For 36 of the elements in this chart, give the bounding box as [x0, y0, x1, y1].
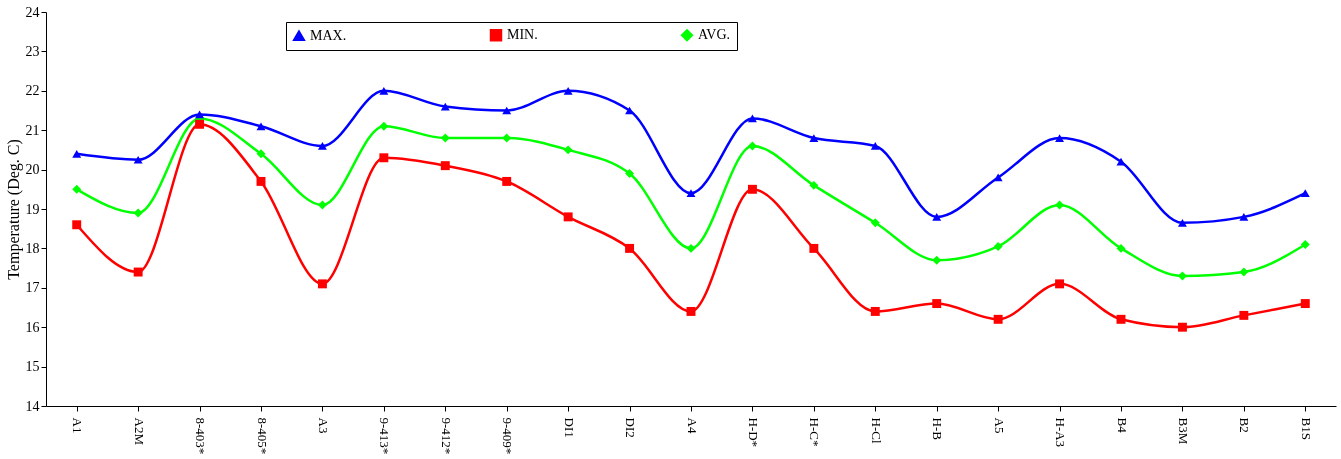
x-tick-label: B2: [1237, 417, 1253, 433]
y-tick-label: 21: [25, 122, 40, 138]
x-tick-label: H-D*: [745, 417, 761, 448]
y-tick-label: 14: [25, 398, 40, 414]
x-tick-label: A4: [684, 417, 700, 434]
y-tick-label: 20: [25, 162, 40, 178]
x-tick-label: H-A3: [1053, 417, 1069, 448]
x-tick-label: B3M: [1175, 417, 1191, 445]
x-tick-label: 9-413*: [377, 417, 393, 455]
y-tick-label: 23: [25, 43, 40, 59]
x-tick-label: DI2: [623, 417, 639, 438]
x-tick-label: B4: [1114, 417, 1130, 434]
y-axis-title: Temperature (Deg. C): [4, 139, 23, 280]
legend-label: MIN.: [507, 27, 538, 43]
legend-label: MAX.: [310, 27, 347, 43]
y-tick-label: 18: [25, 240, 40, 256]
x-tick-label: B1S: [1298, 417, 1314, 440]
y-tick-label: 19: [25, 201, 40, 217]
x-tick-label: DI1: [561, 417, 577, 438]
x-tick-label: A1: [70, 417, 86, 434]
y-tick-label: 17: [25, 280, 40, 296]
x-tick-label: A5: [991, 417, 1007, 434]
x-tick-label: H-C*: [807, 417, 823, 447]
x-tick-label: A2M: [131, 417, 147, 446]
x-tick-label: H-Cl: [868, 417, 884, 444]
y-tick-label: 22: [25, 83, 40, 99]
x-tick-label: 9-412*: [438, 417, 454, 455]
x-tick-label: H-B: [930, 417, 946, 441]
y-tick-label: 16: [25, 319, 40, 335]
x-tick-label: 8-405*: [254, 417, 270, 455]
x-tick-label: 9-409*: [500, 417, 516, 455]
x-tick-label: A3: [315, 417, 331, 434]
y-tick-label: 15: [25, 359, 40, 375]
legend-label: AVG.: [698, 27, 731, 43]
y-tick-label: 24: [25, 4, 40, 20]
x-tick-label: 8-403*: [193, 417, 209, 455]
